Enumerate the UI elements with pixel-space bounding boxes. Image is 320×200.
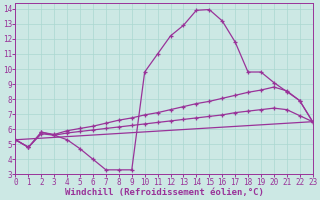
X-axis label: Windchill (Refroidissement éolien,°C): Windchill (Refroidissement éolien,°C) — [65, 188, 263, 197]
